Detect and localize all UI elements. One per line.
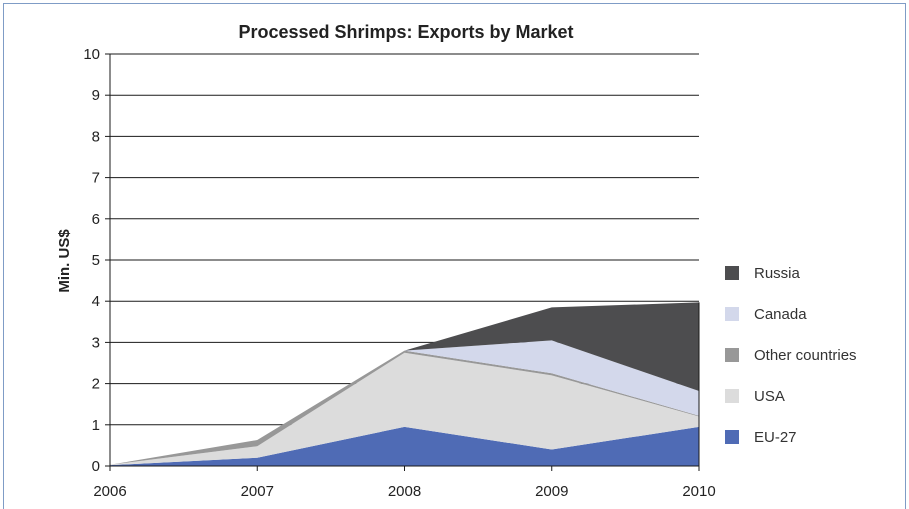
x-tick-labels: 2006 2007 2008 2009 2010 xyxy=(93,483,715,500)
area-usa xyxy=(110,352,699,466)
y-tick-label: 6 xyxy=(92,211,100,228)
legend-label-canada: Canada xyxy=(754,306,807,323)
y-tick-label: 4 xyxy=(92,293,100,310)
chart-frame xyxy=(3,3,906,509)
legend-label-eu-27: EU-27 xyxy=(754,429,797,446)
legend-swatch-usa xyxy=(725,389,739,403)
y-tick-label: 1 xyxy=(92,417,100,434)
x-tick-label: 2007 xyxy=(241,483,274,500)
chart-title: Processed Shrimps: Exports by Market xyxy=(238,22,573,42)
y-tick-label: 0 xyxy=(92,458,100,475)
legend-swatch-eu-27 xyxy=(725,430,739,444)
y-tick-label: 10 xyxy=(83,46,100,63)
legend-label-russia: Russia xyxy=(754,265,801,282)
area-russia xyxy=(110,302,699,465)
legend: Russia Canada Other countries USA EU-27 xyxy=(725,265,857,446)
y-tick-labels: 0 1 2 3 4 5 6 7 8 9 10 xyxy=(83,46,100,475)
y-tick-label: 8 xyxy=(92,128,100,145)
x-tick-label: 2006 xyxy=(93,483,126,500)
grid-lines xyxy=(110,53,699,426)
axes xyxy=(105,53,700,471)
x-tick-label: 2010 xyxy=(682,483,715,500)
legend-label-other-countries: Other countries xyxy=(754,347,857,364)
y-tick-label: 7 xyxy=(92,170,100,187)
legend-swatch-other-countries xyxy=(725,348,739,362)
area-series xyxy=(110,302,699,466)
legend-swatch-canada xyxy=(725,307,739,321)
y-axis-label: Min. US$ xyxy=(56,229,73,293)
y-tick-label: 3 xyxy=(92,334,100,351)
area-eu-27 xyxy=(110,426,699,466)
x-tick-label: 2009 xyxy=(535,483,568,500)
x-tick-label: 2008 xyxy=(388,483,421,500)
legend-swatch-russia xyxy=(725,266,739,280)
y-tick-label: 9 xyxy=(92,87,100,104)
y-tick-label: 5 xyxy=(92,252,100,269)
y-tick-label: 2 xyxy=(92,376,100,393)
area-canada xyxy=(110,340,699,465)
legend-label-usa: USA xyxy=(754,388,785,405)
